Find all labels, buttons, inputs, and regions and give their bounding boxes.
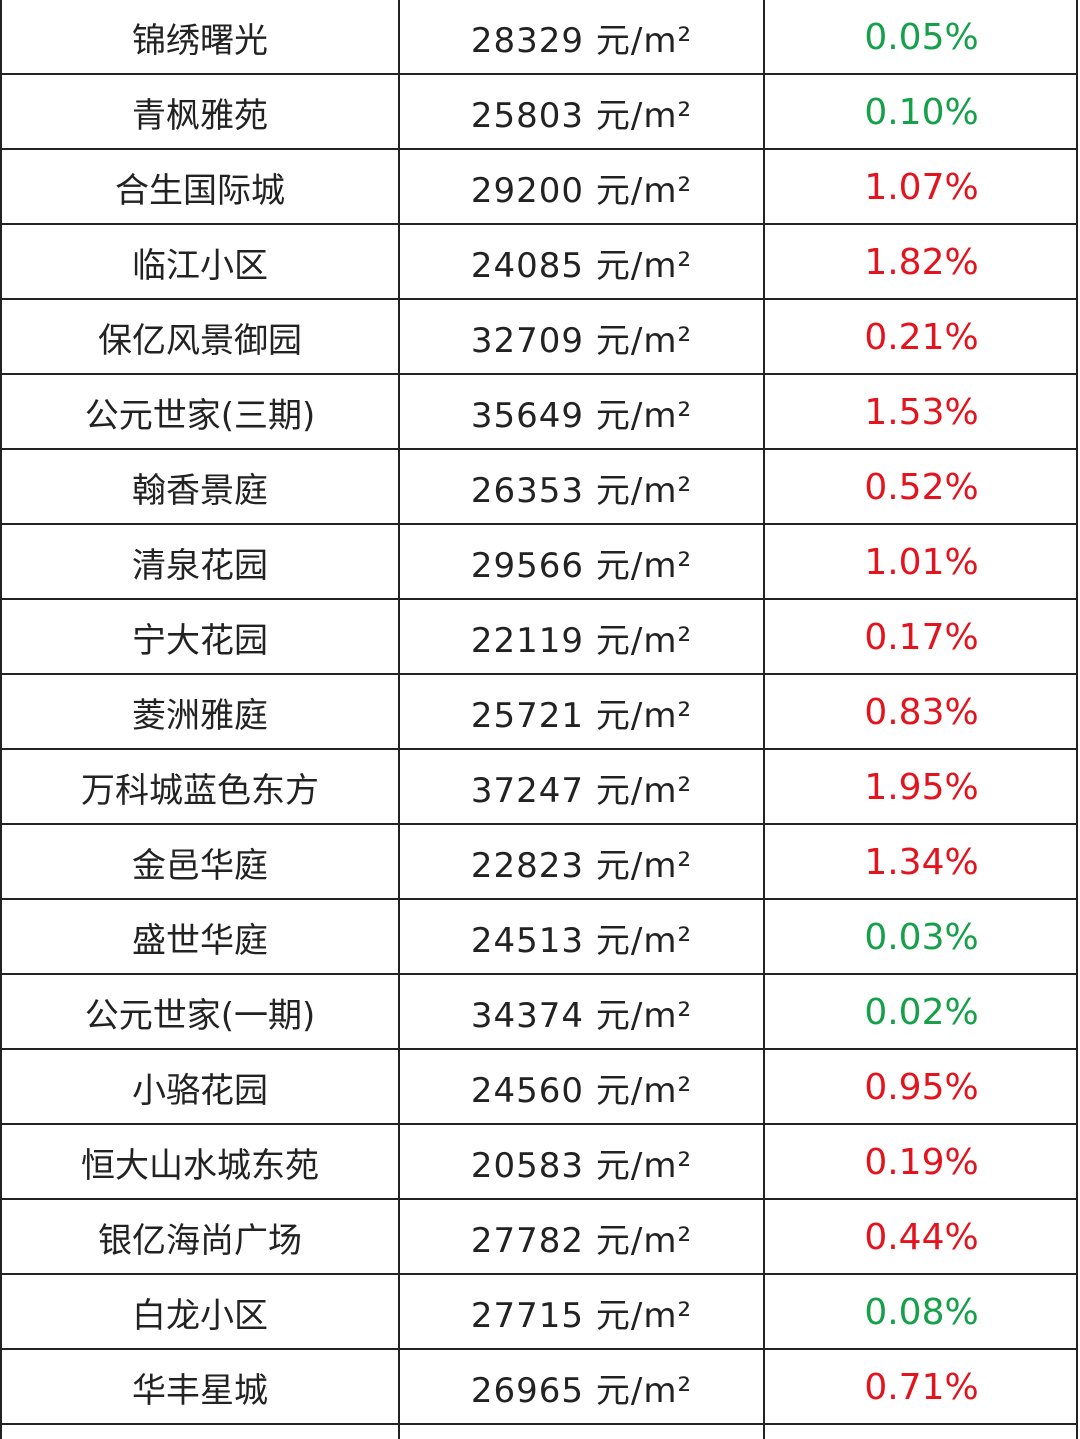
community-name: 银亿海尚广场 bbox=[2, 1200, 400, 1275]
price-change: 1.53% bbox=[864, 392, 979, 433]
unit-price: 26965 元/m² bbox=[400, 1350, 765, 1425]
community-name: 白龙小区 bbox=[2, 1275, 400, 1350]
community-name: 锦绣曙光 bbox=[2, 0, 400, 75]
price-change: 0.05% bbox=[864, 17, 979, 58]
community-name: 万科城蓝色东方 bbox=[2, 750, 400, 825]
community-name: 临江小区 bbox=[2, 225, 400, 300]
price-change: 1.95% bbox=[864, 767, 979, 808]
table-row: 恒大山水城东苑 20583 元/m² 0.19% bbox=[0, 1123, 1078, 1200]
unit-price: 37247 元/m² bbox=[400, 750, 765, 825]
table-row: 保亿风景御园 32709 元/m² 0.21% bbox=[0, 298, 1078, 375]
unit-price: 24560 元/m² bbox=[400, 1050, 765, 1125]
table-row: 锦绣曙光 28329 元/m² 0.05% bbox=[0, 0, 1078, 75]
price-change: 1.07% bbox=[864, 167, 979, 208]
community-name: 翰香景庭 bbox=[2, 450, 400, 525]
community-name: 青枫雅苑 bbox=[2, 75, 400, 150]
unit-price: 35649 元/m² bbox=[400, 375, 765, 450]
price-change: 1.01% bbox=[864, 542, 979, 583]
table-row: 公元世家(三期) 35649 元/m² 1.53% bbox=[0, 373, 1078, 450]
partial-row bbox=[0, 1423, 1078, 1439]
unit-price: 29566 元/m² bbox=[400, 525, 765, 600]
community-name: 保亿风景御园 bbox=[2, 300, 400, 375]
community-name: 合生国际城 bbox=[2, 150, 400, 225]
price-change: 0.83% bbox=[864, 692, 979, 733]
community-name: 清泉花园 bbox=[2, 525, 400, 600]
price-change: 0.03% bbox=[864, 917, 979, 958]
table-row: 万科城蓝色东方 37247 元/m² 1.95% bbox=[0, 748, 1078, 825]
table-row: 临江小区 24085 元/m² 1.82% bbox=[0, 223, 1078, 300]
table-row: 菱洲雅庭 25721 元/m² 0.83% bbox=[0, 673, 1078, 750]
unit-price: 25803 元/m² bbox=[400, 75, 765, 150]
community-name: 宁大花园 bbox=[2, 600, 400, 675]
price-change: 0.02% bbox=[864, 992, 979, 1033]
table-row: 合生国际城 29200 元/m² 1.07% bbox=[0, 148, 1078, 225]
community-name: 菱洲雅庭 bbox=[2, 675, 400, 750]
price-change: 0.08% bbox=[864, 1292, 979, 1333]
table-row: 公元世家(一期) 34374 元/m² 0.02% bbox=[0, 973, 1078, 1050]
unit-price: 24085 元/m² bbox=[400, 225, 765, 300]
community-name: 盛世华庭 bbox=[2, 900, 400, 975]
community-name: 小骆花园 bbox=[2, 1050, 400, 1125]
unit-price: 32709 元/m² bbox=[400, 300, 765, 375]
table-row: 青枫雅苑 25803 元/m² 0.10% bbox=[0, 73, 1078, 150]
unit-price: 27715 元/m² bbox=[400, 1275, 765, 1350]
unit-price: 28329 元/m² bbox=[400, 0, 765, 75]
table-row: 金邑华庭 22823 元/m² 1.34% bbox=[0, 823, 1078, 900]
community-name: 恒大山水城东苑 bbox=[2, 1125, 400, 1200]
table-row: 清泉花园 29566 元/m² 1.01% bbox=[0, 523, 1078, 600]
table-row: 小骆花园 24560 元/m² 0.95% bbox=[0, 1048, 1078, 1125]
table-row: 白龙小区 27715 元/m² 0.08% bbox=[0, 1273, 1078, 1350]
price-change: 0.17% bbox=[864, 617, 979, 658]
price-change: 0.95% bbox=[864, 1067, 979, 1108]
unit-price: 20583 元/m² bbox=[400, 1125, 765, 1200]
unit-price: 34374 元/m² bbox=[400, 975, 765, 1050]
unit-price: 26353 元/m² bbox=[400, 450, 765, 525]
empty-cell bbox=[400, 1425, 765, 1439]
community-name: 华丰星城 bbox=[2, 1350, 400, 1425]
price-change: 0.71% bbox=[864, 1367, 979, 1408]
community-name: 金邑华庭 bbox=[2, 825, 400, 900]
table-row: 盛世华庭 24513 元/m² 0.03% bbox=[0, 898, 1078, 975]
price-change: 0.21% bbox=[864, 317, 979, 358]
price-change: 1.82% bbox=[864, 242, 979, 283]
table-row: 宁大花园 22119 元/m² 0.17% bbox=[0, 598, 1078, 675]
table-row: 银亿海尚广场 27782 元/m² 0.44% bbox=[0, 1198, 1078, 1275]
unit-price: 24513 元/m² bbox=[400, 900, 765, 975]
community-name: 公元世家(三期) bbox=[2, 375, 400, 450]
table-row: 华丰星城 26965 元/m² 0.71% bbox=[0, 1348, 1078, 1425]
unit-price: 25721 元/m² bbox=[400, 675, 765, 750]
table-row: 翰香景庭 26353 元/m² 0.52% bbox=[0, 448, 1078, 525]
unit-price: 27782 元/m² bbox=[400, 1200, 765, 1275]
price-change: 0.44% bbox=[864, 1217, 979, 1258]
community-name: 公元世家(一期) bbox=[2, 975, 400, 1050]
empty-cell bbox=[2, 1425, 400, 1439]
unit-price: 29200 元/m² bbox=[400, 150, 765, 225]
unit-price: 22119 元/m² bbox=[400, 600, 765, 675]
price-change: 0.19% bbox=[864, 1142, 979, 1183]
price-change: 0.52% bbox=[864, 467, 979, 508]
price-change: 0.10% bbox=[864, 92, 979, 133]
unit-price: 22823 元/m² bbox=[400, 825, 765, 900]
price-change: 1.34% bbox=[864, 842, 979, 883]
